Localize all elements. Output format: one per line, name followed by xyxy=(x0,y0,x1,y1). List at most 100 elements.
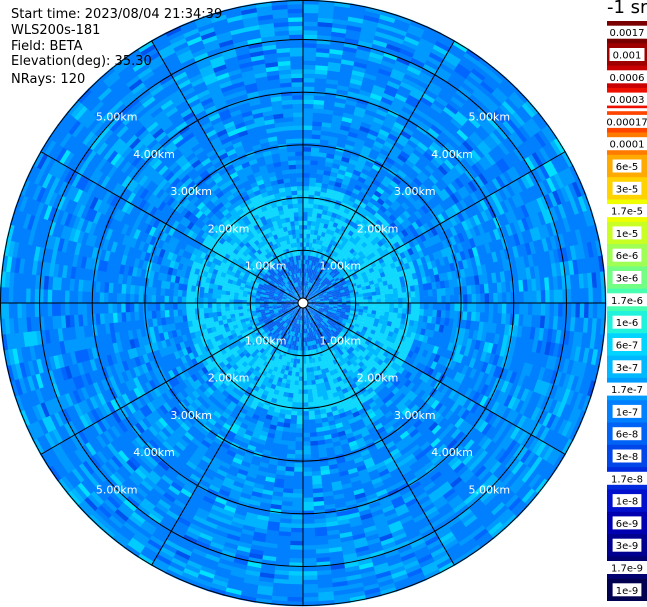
range-gate-cell xyxy=(341,54,356,62)
range-gate-cell xyxy=(582,317,589,334)
range-gate-cell xyxy=(542,162,555,178)
range-gate-cell xyxy=(303,181,310,187)
range-gate-cell xyxy=(578,362,588,379)
range-gate-cell xyxy=(318,272,323,278)
range-gate-cell xyxy=(375,273,382,280)
range-gate-cell xyxy=(414,145,427,156)
range-gate-cell xyxy=(315,298,321,301)
range-gate-cell xyxy=(379,285,385,291)
range-gate-cell xyxy=(505,97,520,113)
range-gate-cell xyxy=(354,184,363,192)
range-gate-cell xyxy=(435,317,442,325)
range-gate-cell xyxy=(346,305,351,309)
range-gate-cell xyxy=(346,24,363,33)
range-gate-cell xyxy=(303,34,318,40)
range-gate-cell xyxy=(298,376,303,382)
range-gate-cell xyxy=(303,90,315,96)
range-gate-cell xyxy=(476,234,485,246)
range-gate-cell xyxy=(421,322,428,330)
range-gate-cell xyxy=(430,236,438,246)
range-gate-cell xyxy=(392,188,402,197)
range-gate-cell xyxy=(475,303,481,313)
range-gate-cell xyxy=(324,306,329,309)
range-gate-cell xyxy=(558,218,567,235)
range-gate-cell xyxy=(324,305,330,308)
range-gate-cell xyxy=(546,177,557,193)
range-gate-cell xyxy=(353,110,365,118)
range-gate-cell xyxy=(348,286,354,291)
range-gate-cell xyxy=(578,317,585,333)
range-gate-cell xyxy=(329,270,334,276)
range-gate-cell xyxy=(342,112,354,120)
range-gate-cell xyxy=(311,300,317,302)
range-gate-cell xyxy=(403,174,414,185)
range-gate-cell xyxy=(535,149,548,165)
range-gate-cell xyxy=(390,229,398,237)
range-gate-cell xyxy=(358,293,364,298)
range-gate-cell xyxy=(434,40,451,53)
range-gate-cell xyxy=(357,176,367,184)
range-gate-cell xyxy=(293,467,303,473)
range-gate-cell xyxy=(320,268,325,274)
range-gate-cell xyxy=(307,389,313,395)
range-gate-cell xyxy=(509,181,520,196)
range-gate-cell xyxy=(363,303,369,307)
range-gate-cell xyxy=(292,397,298,403)
range-gate-cell xyxy=(440,310,446,319)
range-gate-cell xyxy=(432,99,447,111)
range-gate-cell xyxy=(548,342,556,357)
range-gate-cell xyxy=(321,213,327,220)
range-gate-cell xyxy=(397,308,403,314)
range-gate-cell xyxy=(307,277,310,283)
range-gate-cell xyxy=(381,55,397,65)
range-gate-cell xyxy=(345,99,358,107)
range-gate-cell xyxy=(354,57,369,65)
range-gate-cell xyxy=(347,90,360,99)
range-gate-cell xyxy=(347,317,353,322)
range-gate-cell xyxy=(465,276,472,287)
range-gate-cell xyxy=(325,83,338,90)
range-gate-cell xyxy=(535,315,542,329)
range-gate-cell xyxy=(322,178,330,185)
range-gate-cell xyxy=(400,201,410,211)
range-gate-cell xyxy=(303,203,309,208)
range-gate-cell xyxy=(433,243,441,253)
range-gate-cell xyxy=(513,220,522,234)
range-gate-cell xyxy=(417,141,429,152)
range-gate-cell xyxy=(320,231,326,238)
range-gate-cell xyxy=(463,52,480,66)
range-gate-cell xyxy=(393,272,400,279)
range-gate-cell xyxy=(441,175,452,187)
range-gate-cell xyxy=(430,77,446,90)
range-gate-cell xyxy=(308,242,313,248)
range-gate-cell xyxy=(303,281,306,286)
range-gate-cell xyxy=(387,183,397,193)
range-gate-cell xyxy=(355,180,365,188)
range-gate-cell xyxy=(311,300,317,303)
range-gate-cell xyxy=(537,211,547,226)
range-gate-cell xyxy=(434,168,446,179)
range-gate-cell xyxy=(298,389,303,395)
range-gate-cell xyxy=(394,234,402,242)
range-gate-cell xyxy=(343,175,352,182)
range-gate-cell xyxy=(372,178,382,187)
range-gate-cell xyxy=(567,183,579,200)
range-gate-cell xyxy=(525,100,540,116)
range-gate-cell xyxy=(358,308,364,313)
range-gate-cell xyxy=(453,310,459,320)
range-gate-cell xyxy=(321,126,332,132)
range-gate-cell xyxy=(320,300,325,303)
range-gate-cell xyxy=(493,303,499,314)
range-gate-cell xyxy=(310,151,320,157)
range-gate-cell xyxy=(303,263,306,269)
range-gate-cell xyxy=(313,292,318,296)
range-gate-cell xyxy=(492,204,502,218)
range-gate-cell xyxy=(461,230,470,242)
range-gate-cell xyxy=(565,167,577,184)
range-gate-cell xyxy=(468,216,478,228)
range-gate-cell xyxy=(308,190,315,196)
range-gate-cell xyxy=(548,315,555,330)
range-gate-cell xyxy=(384,116,396,126)
range-gate-cell xyxy=(379,223,388,231)
range-gate-cell xyxy=(319,305,325,308)
